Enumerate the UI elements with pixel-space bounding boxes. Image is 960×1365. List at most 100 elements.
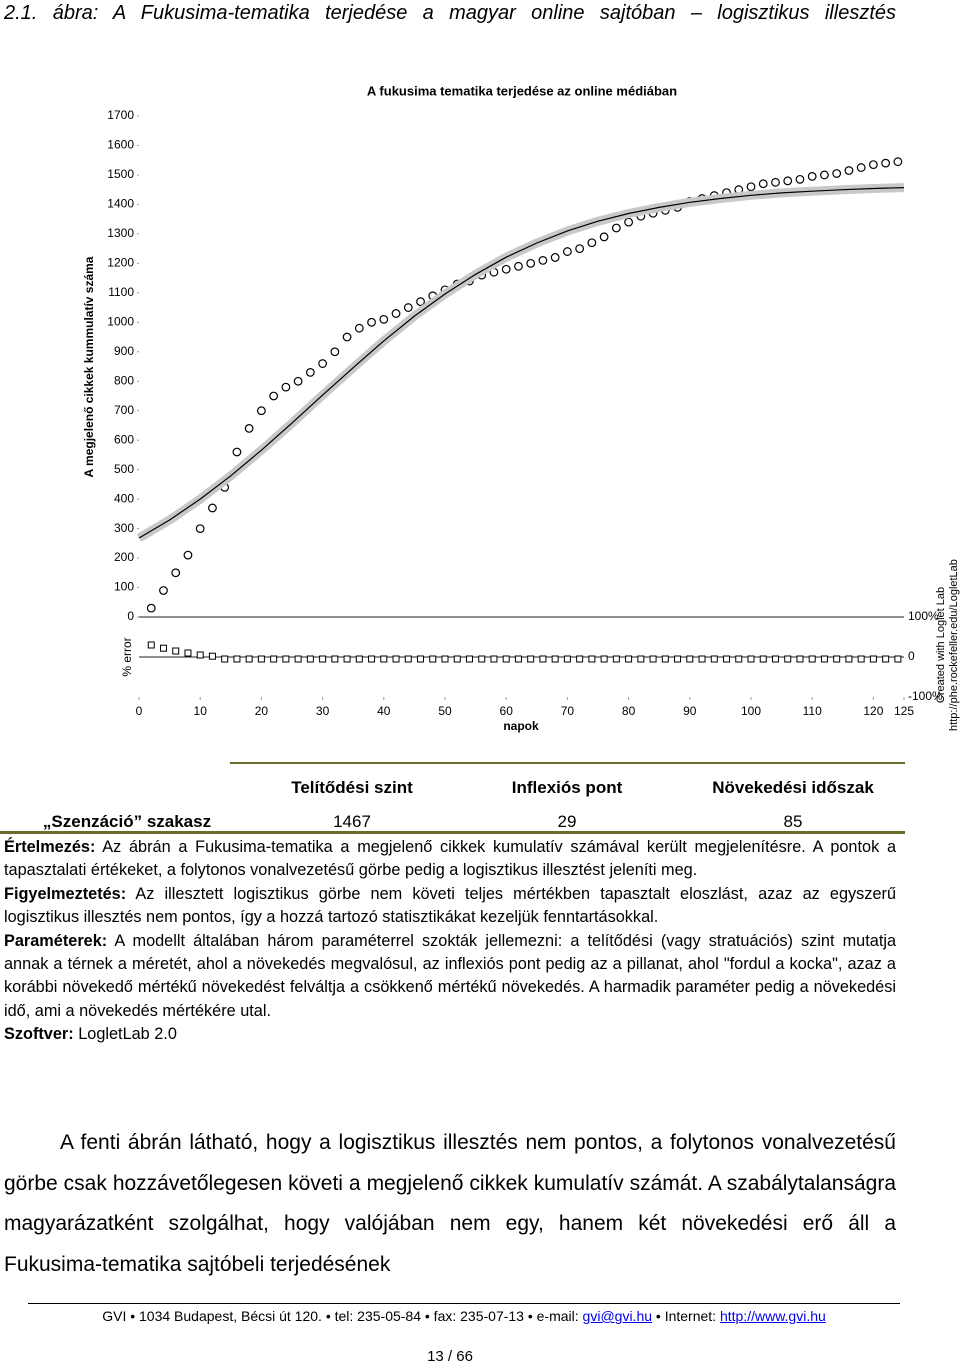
error-point [710,655,718,663]
error-point [502,655,510,663]
error-point [698,655,706,663]
table-cell: 85 [783,812,803,831]
y-tick-label: -100% [908,689,943,703]
error-point [270,655,278,663]
figure-caption: 2.1. ábra: A Fukusima-tematika terjedése… [4,2,896,24]
error-point [686,655,694,663]
note-label: Értelmezés: [4,838,96,856]
data-point [244,423,254,433]
data-point [159,586,168,595]
y-tick-label: 500 [114,462,134,476]
error-point [833,655,841,663]
x-tick-label: 90 [683,704,697,718]
data-point [342,332,352,342]
x-tick-label: 20 [255,704,269,718]
note-text: Az illesztett logisztikus görbe nem köve… [4,884,896,927]
error-point [857,655,865,663]
y-tick-label: 800 [114,373,134,387]
y-tick-label: 900 [114,344,134,358]
chart: A fukusima tematika terjedése az online … [82,83,960,733]
data-point [379,314,389,324]
error-point [306,655,314,663]
data-point [501,264,511,274]
error-point [147,641,155,649]
error-point [625,655,633,663]
data-point [856,163,866,172]
data-point [881,158,891,168]
y-tick-label: 700 [114,403,134,417]
error-point [417,655,425,663]
data-point [807,172,817,181]
y-tick-label: 1100 [108,285,134,299]
x-axis-label: napok [503,719,539,733]
data-point [416,297,425,307]
data-point [758,179,768,189]
data-point [330,347,340,357]
data-point [526,258,536,268]
x-tick-label: 60 [500,704,514,718]
data-point [305,367,315,377]
table-header: Növekedési időszak [712,778,874,797]
error-point [319,655,327,663]
error-point [245,655,253,663]
notes: Értelmezés: Az ábrán a Fukusima-tematika… [4,836,896,1047]
x-tick-label: 30 [316,704,330,718]
data-point [232,447,242,457]
data-point [293,376,303,386]
data-point [587,238,597,248]
error-point [172,647,180,655]
error-point [184,649,192,657]
email-link[interactable]: gvi@gvi.hu [582,1308,653,1324]
error-point [869,655,877,663]
data-point [183,550,193,560]
error-point [588,655,596,663]
x-tick-label: 50 [438,704,452,718]
data-point [869,160,878,170]
fit-line [138,187,905,539]
y-tick-label: 1200 [107,256,134,270]
footer-address: GVI • 1034 Budapest, Bécsi út 120. • tel… [102,1308,579,1324]
note-label: Szoftver: [4,1025,74,1044]
y-tick-label: 0 [908,649,915,663]
page-number: 13 / 66 [427,1348,473,1365]
y-axis-label: % error [120,637,134,676]
y-tick-label: 1700 [107,108,134,122]
data-point [599,232,609,242]
error-point [539,655,547,663]
error-point [882,655,890,663]
footer-rule [28,1303,900,1304]
data-point [281,382,291,392]
error-point [221,655,229,663]
note-label: Paraméterek: [4,931,108,950]
error-point [808,655,816,663]
error-point [563,655,571,663]
y-tick-label: 1600 [107,138,134,152]
error-point [453,655,461,663]
data-point [893,157,903,167]
data-point [820,170,829,180]
error-point [233,655,241,663]
x-tick-label: 100 [741,704,761,718]
note: Figyelmeztetés: Az illesztett logisztiku… [4,883,896,930]
data-point [403,303,413,312]
error-point [747,655,755,663]
data-point [538,256,548,265]
data-point [208,503,217,513]
data-point [771,177,780,187]
data-point [844,166,854,175]
data-point [367,317,376,327]
footer-internet: • Internet: [655,1308,717,1324]
data-point [563,247,572,256]
y-tick-label: 1000 [107,314,134,328]
error-point [576,655,584,663]
note-text: A modellt általában három paraméterrel s… [4,931,897,1020]
note: Szoftver: LogletLab 2.0 [4,1023,896,1046]
fit-band [136,183,905,542]
x-tick-label: 80 [622,704,636,718]
error-point [282,655,290,663]
chart-title: A fukusima tematika terjedése az online … [367,83,677,98]
data-point [318,359,328,368]
error-point [404,655,412,663]
note-text: LogletLab 2.0 [78,1025,177,1044]
url-link[interactable]: http://www.gvi.hu [719,1308,826,1324]
